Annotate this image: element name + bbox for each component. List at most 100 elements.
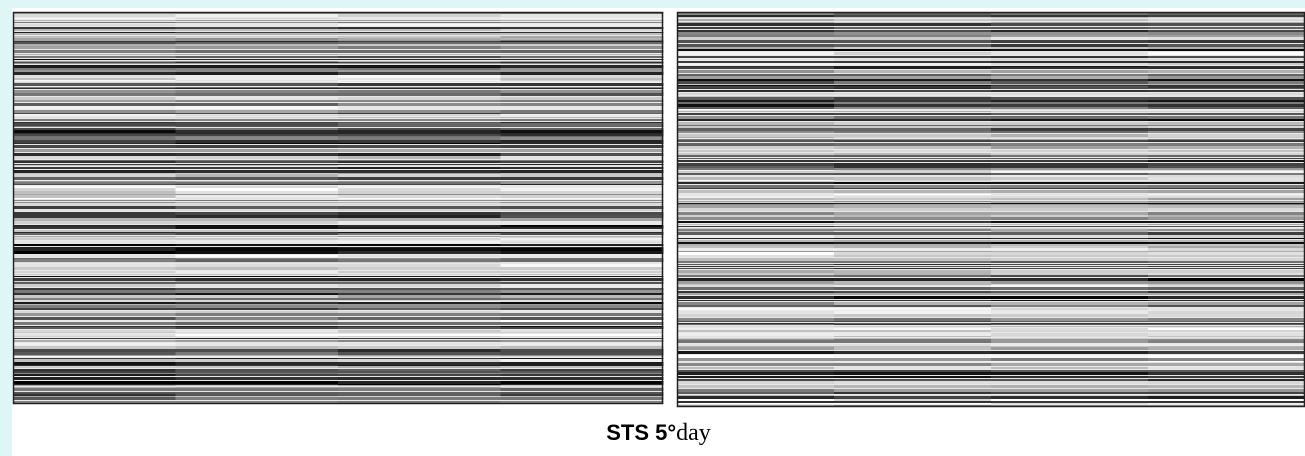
- streak: [338, 36, 501, 38]
- streak: [338, 218, 501, 221]
- streak: [13, 311, 176, 313]
- streak: [501, 27, 664, 29]
- streak: [834, 67, 992, 69]
- streak: [834, 205, 992, 208]
- caption-serif: day: [676, 420, 711, 446]
- streak: [13, 186, 176, 188]
- streak: [834, 56, 992, 58]
- streak: [834, 35, 992, 37]
- streak: [501, 170, 664, 173]
- streak: [991, 268, 1149, 269]
- streak: [13, 29, 176, 31]
- streak: [501, 72, 664, 75]
- streak: [338, 362, 501, 365]
- streak: [1148, 66, 1305, 67]
- streak: [677, 363, 835, 366]
- streak: [677, 160, 835, 162]
- streak: [834, 358, 992, 361]
- streak: [501, 369, 664, 371]
- streak: [677, 330, 835, 332]
- streak: [1148, 137, 1305, 138]
- streak: [991, 333, 1149, 336]
- streak: [991, 22, 1149, 23]
- streak: [1148, 367, 1305, 369]
- streak: [834, 84, 992, 85]
- streak: [991, 56, 1149, 58]
- streak: [677, 17, 835, 18]
- streak: [834, 143, 992, 146]
- streak: [501, 181, 664, 182]
- streak: [834, 379, 992, 381]
- streak: [834, 347, 992, 350]
- streak: [338, 143, 501, 144]
- streak: [991, 392, 1149, 394]
- streak: [991, 340, 1149, 343]
- streak: [677, 205, 835, 208]
- streak: [991, 311, 1149, 314]
- streak: [176, 218, 339, 221]
- streak: [677, 344, 835, 346]
- streak: [338, 327, 501, 329]
- streak: [991, 270, 1149, 273]
- streak: [991, 344, 1149, 346]
- streak: [338, 267, 501, 270]
- streak: [677, 255, 835, 257]
- streak: [338, 381, 501, 384]
- streak: [1148, 185, 1305, 188]
- streak: [1148, 228, 1305, 229]
- streak: [677, 221, 835, 223]
- streak: [13, 264, 176, 267]
- streak: [176, 343, 339, 345]
- streak: [13, 119, 176, 121]
- streak: [338, 237, 501, 238]
- streak: [501, 392, 664, 394]
- streak: [501, 119, 664, 121]
- streak: [501, 302, 664, 304]
- streak: [991, 79, 1149, 81]
- streak: [338, 241, 501, 243]
- streak: [501, 377, 664, 380]
- streak: [1148, 242, 1305, 244]
- streak: [176, 29, 339, 31]
- streak: [13, 244, 176, 246]
- streak: [834, 22, 992, 23]
- streak: [338, 282, 501, 284]
- streak: [176, 225, 339, 227]
- streak: [677, 116, 835, 119]
- streak: [1148, 255, 1305, 257]
- streak: [176, 320, 339, 322]
- streak: [338, 160, 501, 161]
- streak: [501, 326, 664, 327]
- streak: [176, 371, 339, 373]
- streak: [991, 32, 1149, 35]
- streak: [338, 236, 501, 237]
- streak: [13, 170, 176, 173]
- streak: [991, 131, 1149, 133]
- streak: [834, 318, 992, 321]
- streak: [1148, 318, 1305, 321]
- streak: [834, 235, 992, 238]
- streak: [13, 394, 176, 396]
- streak: [834, 258, 992, 261]
- streak: [1148, 131, 1305, 133]
- streak: [176, 352, 339, 355]
- streak: [834, 52, 992, 55]
- streak: [13, 20, 176, 21]
- streak: [834, 66, 992, 67]
- streak: [1148, 370, 1305, 372]
- streak: [176, 194, 339, 195]
- streak: [338, 167, 501, 169]
- streak: [338, 258, 501, 259]
- streak: [1148, 188, 1305, 189]
- streak: [677, 119, 835, 121]
- streak: [1148, 202, 1305, 203]
- streak: [991, 385, 1149, 388]
- streak: [1148, 158, 1305, 159]
- streak: [176, 282, 339, 284]
- streak: [501, 371, 664, 373]
- streak: [677, 202, 835, 203]
- streak: [13, 295, 176, 298]
- streak: [501, 274, 664, 275]
- streak: [501, 282, 664, 284]
- streak: [13, 248, 176, 251]
